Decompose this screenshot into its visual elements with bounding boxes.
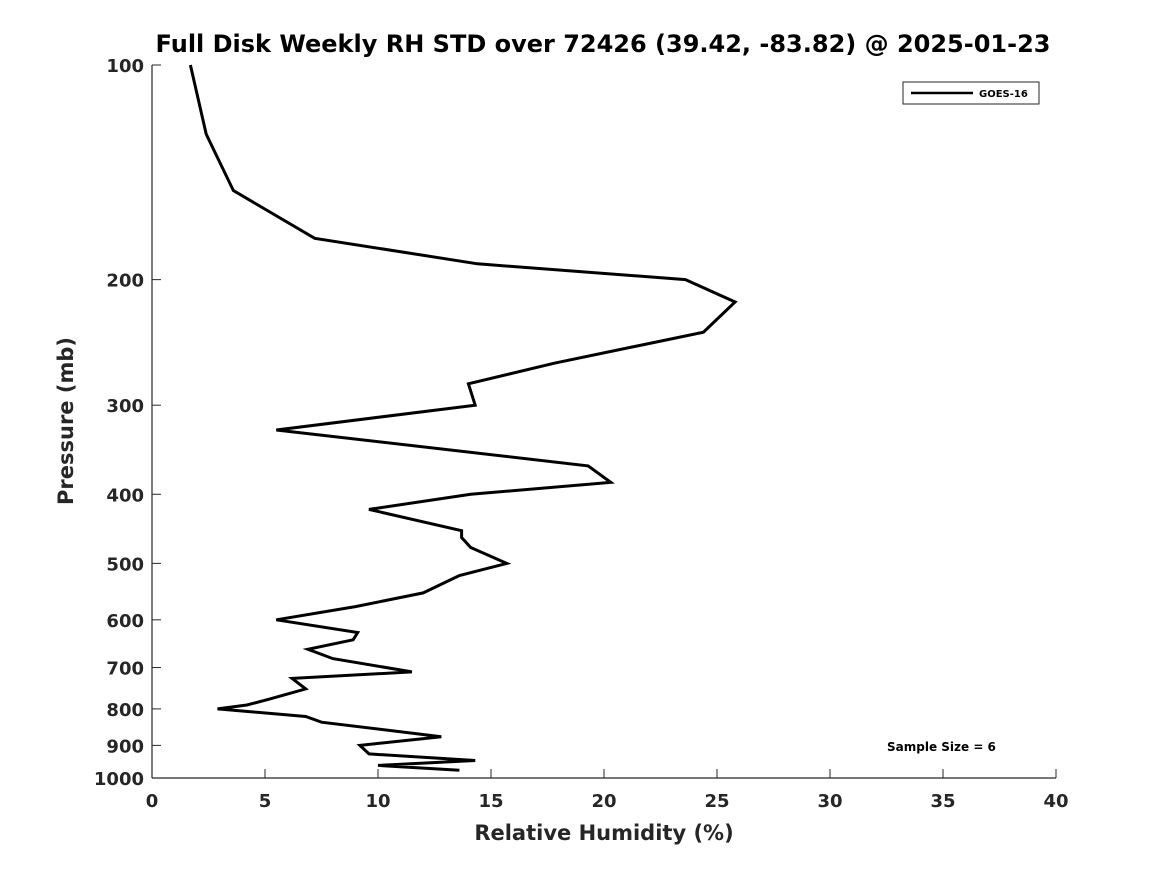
y-tick-label: 900 [106,736,144,757]
x-tick-label: 15 [478,791,503,812]
y-tick-label: 700 [106,659,144,680]
legend: GOES-16 [902,81,1040,105]
y-tick-label: 400 [106,485,144,506]
x-ticks: 0 5 10 15 20 25 30 35 40 [146,769,1069,812]
series-line-goes-16 [188,64,738,772]
x-tick-label: 20 [591,791,616,812]
y-tick-label: 800 [106,700,144,721]
y-axis-label: Pressure (mb) [54,337,78,505]
x-tick-label: 30 [817,791,842,812]
sample-size-note: Sample Size = 6 [887,740,996,754]
y-tick-label: 100 [106,56,144,77]
x-tick-label: 40 [1043,791,1068,812]
x-axis-label: Relative Humidity (%) [474,821,733,845]
y-ticks: 100 200 300 400 500 600 700 800 900 1000 [94,56,161,790]
chart-title: Full Disk Weekly RH STD over 72426 (39.4… [156,30,1051,58]
x-tick-label: 10 [365,791,390,812]
x-tick-label: 5 [259,791,272,812]
series-group [188,64,738,772]
y-tick-label: 500 [106,554,144,575]
y-tick-label: 300 [106,396,144,417]
x-tick-label: 35 [930,791,955,812]
y-tick-label: 600 [106,611,144,632]
x-tick-label: 0 [146,791,159,812]
y-tick-label: 200 [106,271,144,292]
legend-label: GOES-16 [979,89,1028,100]
x-tick-label: 25 [704,791,729,812]
plot-area: 0 5 10 15 20 25 30 35 40 100 200 300 400 500 600 700 80… [94,56,1069,812]
y-tick-label: 1000 [94,769,144,790]
